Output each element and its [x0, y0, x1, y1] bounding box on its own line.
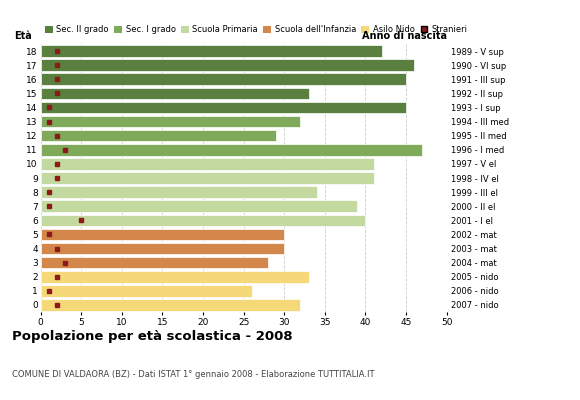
Bar	[41, 271, 309, 282]
Bar	[41, 45, 382, 57]
Bar	[41, 88, 309, 99]
Bar	[41, 172, 374, 184]
Bar	[41, 257, 268, 268]
Bar	[41, 229, 284, 240]
Text: Popolazione per età scolastica - 2008: Popolazione per età scolastica - 2008	[12, 330, 292, 343]
Bar	[41, 144, 422, 156]
Bar	[41, 158, 374, 170]
Bar	[41, 59, 414, 71]
Bar	[41, 200, 357, 212]
Text: Età: Età	[14, 31, 32, 41]
Bar	[41, 74, 406, 85]
Bar	[41, 285, 252, 297]
Bar	[41, 186, 317, 198]
Bar	[41, 243, 284, 254]
Text: COMUNE DI VALDAORA (BZ) - Dati ISTAT 1° gennaio 2008 - Elaborazione TUTTITALIA.I: COMUNE DI VALDAORA (BZ) - Dati ISTAT 1° …	[12, 370, 374, 379]
Bar	[41, 299, 300, 311]
Bar	[41, 102, 406, 113]
Bar	[41, 130, 276, 142]
Bar	[41, 116, 300, 127]
Text: Anno di nascita: Anno di nascita	[361, 31, 447, 41]
Bar	[41, 214, 365, 226]
Legend: Sec. II grado, Sec. I grado, Scuola Primaria, Scuola dell'Infanzia, Asilo Nido, : Sec. II grado, Sec. I grado, Scuola Prim…	[45, 26, 467, 34]
